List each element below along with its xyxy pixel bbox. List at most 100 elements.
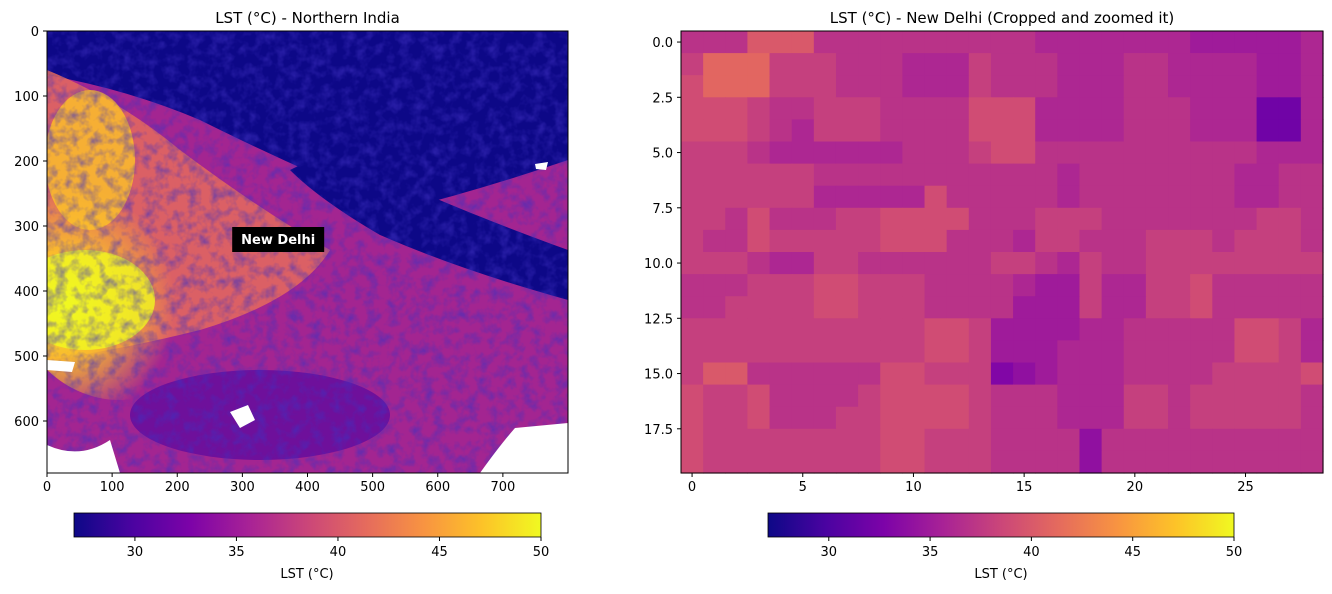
heatmap-cell xyxy=(1123,318,1147,341)
heatmap-cell xyxy=(1123,185,1147,209)
heatmap-cell xyxy=(1013,141,1036,165)
right-y-tick-label: 15.0 xyxy=(644,368,673,383)
heatmap-cell xyxy=(1190,31,1213,54)
heatmap-cell xyxy=(880,406,903,430)
heatmap-cell xyxy=(968,141,992,165)
heatmap-cell xyxy=(747,384,771,408)
heatmap-cell xyxy=(1212,362,1236,386)
heatmap-cell xyxy=(1035,252,1058,275)
heatmap-cell xyxy=(880,31,903,54)
heatmap-cell xyxy=(1057,185,1081,209)
heatmap-cell xyxy=(1079,450,1103,474)
heatmap-cell xyxy=(1057,340,1081,364)
heatmap-cell xyxy=(1013,274,1036,297)
heatmap-cell xyxy=(769,229,793,253)
heatmap-cell xyxy=(946,185,970,209)
heatmap-cell xyxy=(1190,384,1213,408)
heatmap-cell xyxy=(681,97,704,120)
heatmap-cell xyxy=(1234,119,1258,143)
heatmap-cell xyxy=(1057,384,1081,408)
left-colorbar-gradient xyxy=(73,512,542,538)
heatmap-cell xyxy=(1278,53,1302,76)
heatmap-cell xyxy=(1057,207,1081,231)
right-colorbar-ticks: 30 35 40 45 50 xyxy=(821,537,1242,560)
heatmap-cell xyxy=(1123,340,1147,364)
heatmap-cell xyxy=(968,318,992,341)
heatmap-cell xyxy=(946,340,970,364)
heatmap-cell xyxy=(1256,75,1280,98)
heatmap-cell xyxy=(924,318,948,341)
right-colorbar-label: LST (°C) xyxy=(974,567,1027,582)
heatmap-cell xyxy=(1145,119,1169,143)
heatmap-cell xyxy=(1057,252,1081,275)
heatmap-cell xyxy=(968,296,992,319)
heatmap-cell xyxy=(725,97,749,120)
heatmap-cell xyxy=(703,31,726,54)
heatmap-cell xyxy=(880,362,903,386)
heatmap-cell xyxy=(1079,362,1103,386)
heatmap-cell xyxy=(725,119,749,143)
heatmap-cell xyxy=(1123,163,1147,187)
heatmap-cell xyxy=(1212,141,1236,165)
heatmap-cell xyxy=(769,185,793,209)
left-x-tick-label: 600 xyxy=(425,480,450,495)
heatmap-cell xyxy=(1256,318,1280,341)
heatmap-cell xyxy=(1168,31,1191,54)
heatmap-cell xyxy=(1278,252,1302,275)
heatmap-cell xyxy=(1212,53,1236,76)
heatmap-cell xyxy=(703,97,726,120)
heatmap-cell xyxy=(880,318,903,341)
heatmap-cell xyxy=(703,274,726,297)
heatmap-cell xyxy=(791,97,815,120)
heatmap-cell xyxy=(1145,450,1169,474)
heatmap-cell xyxy=(946,75,970,98)
heatmap-cell xyxy=(990,428,1014,452)
heatmap-cell xyxy=(747,97,771,120)
heatmap-cell xyxy=(747,406,771,430)
heatmap-cell xyxy=(747,141,771,165)
heatmap-cell xyxy=(924,207,948,231)
heatmap-cell xyxy=(1278,141,1302,165)
heatmap-cell xyxy=(1300,119,1324,143)
heatmap-cell xyxy=(725,163,749,187)
left-colorbar-label: LST (°C) xyxy=(280,567,333,582)
heatmap-cell xyxy=(1278,428,1302,452)
heatmap-cell xyxy=(1278,384,1302,408)
heatmap-cell xyxy=(1101,119,1125,143)
heatmap-cell xyxy=(1123,141,1147,165)
heatmap-cell xyxy=(1013,53,1036,76)
heatmap-cell xyxy=(902,141,926,165)
heatmap-cell xyxy=(1168,229,1191,253)
heatmap-cell xyxy=(1256,362,1280,386)
heatmap-cell xyxy=(1256,428,1280,452)
heatmap-cell xyxy=(858,75,881,98)
heatmap-cell xyxy=(813,141,837,165)
heatmap-cell xyxy=(1013,428,1036,452)
heatmap-cell xyxy=(1278,119,1302,143)
heatmap-cell xyxy=(1035,406,1058,430)
heatmap-cell xyxy=(769,362,793,386)
heatmap-cell xyxy=(1145,274,1169,297)
heatmap-cell xyxy=(1079,75,1103,98)
heatmap-cell xyxy=(968,185,992,209)
heatmap-cell xyxy=(1013,450,1036,474)
heatmap-cell xyxy=(990,340,1014,364)
heatmap-cell xyxy=(1035,53,1058,76)
heatmap-cell xyxy=(1101,428,1125,452)
heatmap-cell xyxy=(1190,318,1213,341)
heatmap-cell xyxy=(835,362,859,386)
right-colorbar: 30 35 40 45 50 LST (°C) xyxy=(767,512,1242,582)
heatmap-cell xyxy=(725,53,749,76)
heatmap-cell xyxy=(681,318,704,341)
heatmap-cell xyxy=(703,252,726,275)
heatmap-cell xyxy=(835,31,859,54)
northern-india-panel: LST (°C) - Northern India 0 100 200 300 400 5… xyxy=(14,9,569,582)
heatmap-cell xyxy=(1300,207,1324,231)
heatmap-cell xyxy=(1145,75,1169,98)
heatmap-cell xyxy=(1057,450,1081,474)
heatmap-cell xyxy=(1101,31,1125,54)
heatmap-cell xyxy=(880,119,903,143)
heatmap-cell xyxy=(1079,384,1103,408)
heatmap-cell xyxy=(1300,163,1324,187)
